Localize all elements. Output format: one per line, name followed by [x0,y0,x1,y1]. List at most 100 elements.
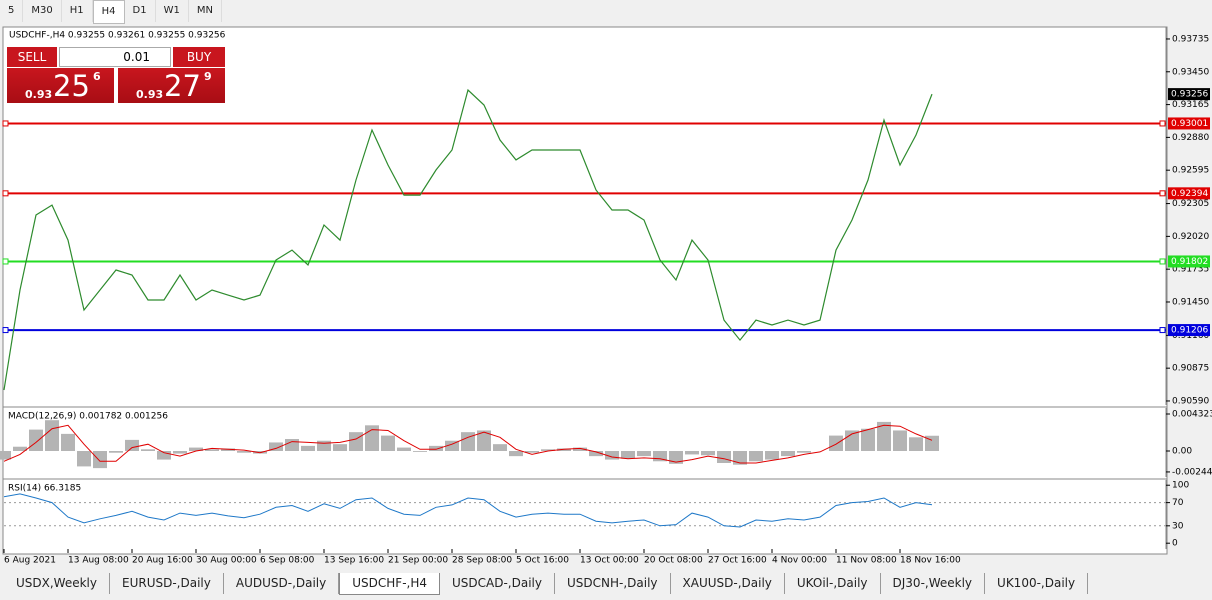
macd-bar [141,449,155,452]
lot-input[interactable]: 0.01 [59,47,171,67]
y-tick-label: 0.92595 [1172,166,1209,176]
rsi-line [3,493,933,528]
indicator-title: RSI(14) 66.3185 [8,484,81,494]
chart-tab[interactable]: USDCAD-,Daily [440,573,555,594]
macd-bar [269,442,283,452]
level-handle [1159,258,1166,265]
macd-bar [61,433,75,452]
signal-line [3,424,933,464]
macd-bar [861,428,875,452]
x-tick-label: 6 Aug 2021 [4,556,56,566]
price-prefix: 0.93 [136,88,164,101]
macd-bar [381,435,395,452]
y-tick-label: 0.00 [1172,447,1192,457]
macd-bar [637,451,651,457]
chart-tab[interactable]: EURUSD-,Daily [110,573,224,594]
macd-bar [701,451,715,456]
timeframe-button[interactable]: M30 [23,0,62,22]
chart-tab[interactable]: AUDUSD-,Daily [224,573,340,594]
x-tick-label: 18 Nov 16:00 [900,556,961,566]
y-tick-label: 0.93165 [1172,100,1209,110]
chart-tabs: USDX,Weekly EURUSD-,Daily AUDUSD-,Daily USD… [4,573,1089,595]
level-handle [1159,190,1166,197]
price-sup: 9 [204,70,212,83]
macd-bar [349,432,363,452]
x-tick-label: 13 Oct 00:00 [580,556,639,566]
level-handle [1159,327,1166,334]
level-label-box [1168,187,1210,200]
macd-bar [573,447,587,452]
chart-tab[interactable]: XAUUSD-,Daily [671,573,785,594]
macd-bar [189,447,203,452]
macd-bar [413,451,427,452]
timeframe-button[interactable]: 5 [0,0,24,22]
macd-bar [45,420,59,452]
x-tick-label: 6 Sep 08:00 [260,556,315,566]
x-tick-label: 20 Oct 08:00 [644,556,703,566]
y-tick-label: 0.90590 [1172,396,1209,406]
chart-tab[interactable]: USDX,Weekly [4,573,110,594]
y-tick-label: 0.92020 [1172,232,1209,242]
macd-bar [909,437,923,452]
macd-bar [109,451,123,453]
level-handle [2,120,9,127]
buy-price[interactable]: 0.93 27 9 [118,68,225,103]
current-price-label: 0.93256 [1171,90,1208,100]
macd-bar [877,421,891,452]
chart-tab[interactable]: USDCNH-,Daily [555,573,671,594]
timeframe-button[interactable]: MN [189,0,222,22]
sell-button[interactable]: SELL [7,47,57,67]
macd-bar [541,449,555,452]
macd-bar [685,451,699,455]
level-label: 0.93001 [1171,119,1208,129]
one-click-trading: SELL 0.01 BUY 0.93 25 6 0.93 27 9 [7,47,227,104]
x-tick-label: 5 Oct 16:00 [516,556,569,566]
macd-bar [653,451,667,462]
chart-tab[interactable]: UK100-,Daily [985,573,1089,594]
macd-bar [925,435,939,452]
level-label-box [1168,255,1210,268]
timeframe-button[interactable]: D1 [125,0,156,22]
chart-tab[interactable]: DJ30-,Weekly [881,573,986,594]
macd-bar [733,451,747,465]
indicator-title: MACD(12,26,9) 0.001782 0.001256 [8,412,168,422]
y-tick-label: 0.93735 [1172,34,1209,44]
timeframe-button[interactable]: H4 [92,0,125,24]
level-label-box [1168,324,1210,337]
macd-bar [765,451,779,460]
x-tick-label: 11 Nov 08:00 [836,556,897,566]
macd-bar [173,451,187,454]
timeframe-button[interactable]: W1 [156,0,189,22]
macd-bar [525,451,539,453]
level-label-box [1168,117,1210,130]
macd-bar [29,429,43,452]
macd-bar [301,445,315,452]
timeframe-toolbar: 5 M30 H1 H4 D1 W1 MN [0,0,222,24]
level-label: 0.91206 [1171,326,1208,336]
sell-price[interactable]: 0.93 25 6 [7,68,114,103]
macd-bar [13,446,27,452]
y-tick-label: 0.92305 [1172,199,1209,209]
macd-bar [493,444,507,452]
macd-bar [717,451,731,463]
y-tick-label: 0.92880 [1172,133,1209,143]
chart-tab[interactable]: UKOil-,Daily [785,573,881,594]
y-tick-label: 0.93450 [1172,67,1209,77]
macd-bar [237,451,251,453]
chart-tab[interactable]: USDCHF-,H4 [339,573,440,595]
price-line [3,88,933,391]
buy-button[interactable]: BUY [173,47,225,67]
price-big: 27 [164,69,201,103]
x-tick-label: 13 Sep 16:00 [324,556,384,566]
timeframe-button[interactable]: H1 [62,0,93,22]
y-tick-label: 30 [1172,521,1184,531]
x-tick-label: 28 Sep 08:00 [452,556,512,566]
macd-bar [749,451,763,462]
level-handle [2,258,9,265]
macd-bar [461,432,475,452]
macd-bar [477,430,491,452]
macd-bar [509,451,523,457]
x-tick-label: 20 Aug 16:00 [132,556,193,566]
macd-bar [781,451,795,457]
macd-bar [0,451,11,460]
